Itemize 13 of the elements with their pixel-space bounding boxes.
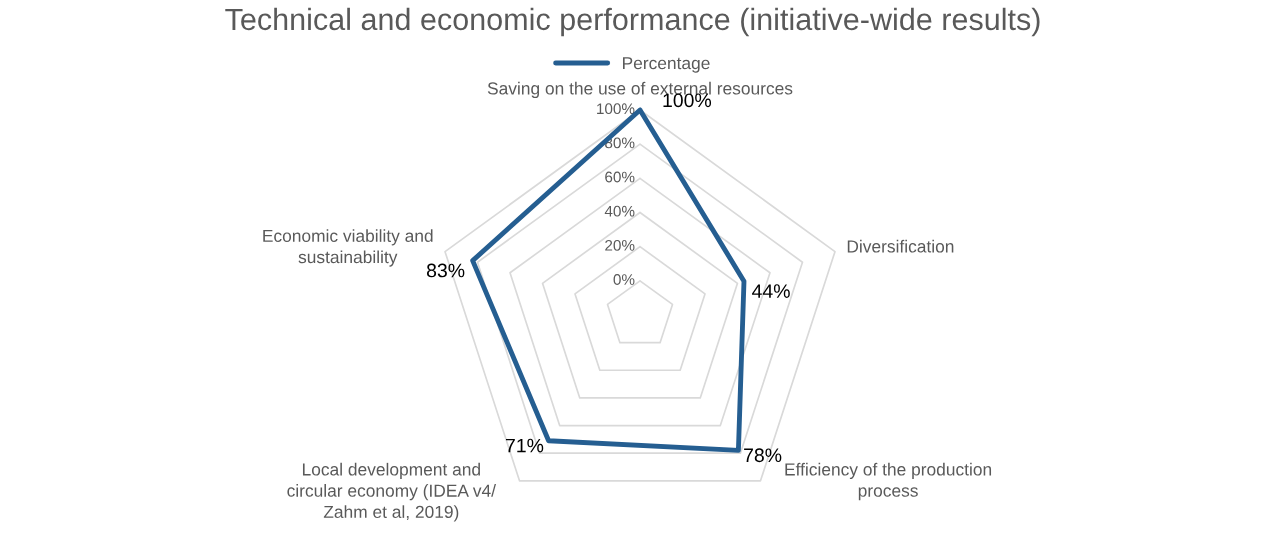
- data-label: 78%: [744, 448, 782, 463]
- spoke-label: Local development and circular economy (IDEA v4/ Zahm et al, 2019): [287, 462, 496, 522]
- spoke-label: Diversification: [847, 239, 954, 253]
- y-tick-label: 40%: [604, 205, 635, 217]
- y-tick-label: 0%: [613, 274, 635, 285]
- y-tick-label: 20%: [605, 239, 635, 251]
- data-label: 71%: [506, 438, 544, 453]
- y-tick-label: 60%: [605, 171, 635, 183]
- y-tick-label: 100%: [597, 103, 635, 115]
- data-label: 44%: [752, 284, 790, 298]
- spoke-label: Efficiency of the production process: [785, 462, 992, 501]
- chart-title: Technical and economic performance (initiative-wide results): [225, 7, 1040, 37]
- legend-label: Percentage: [623, 57, 710, 73]
